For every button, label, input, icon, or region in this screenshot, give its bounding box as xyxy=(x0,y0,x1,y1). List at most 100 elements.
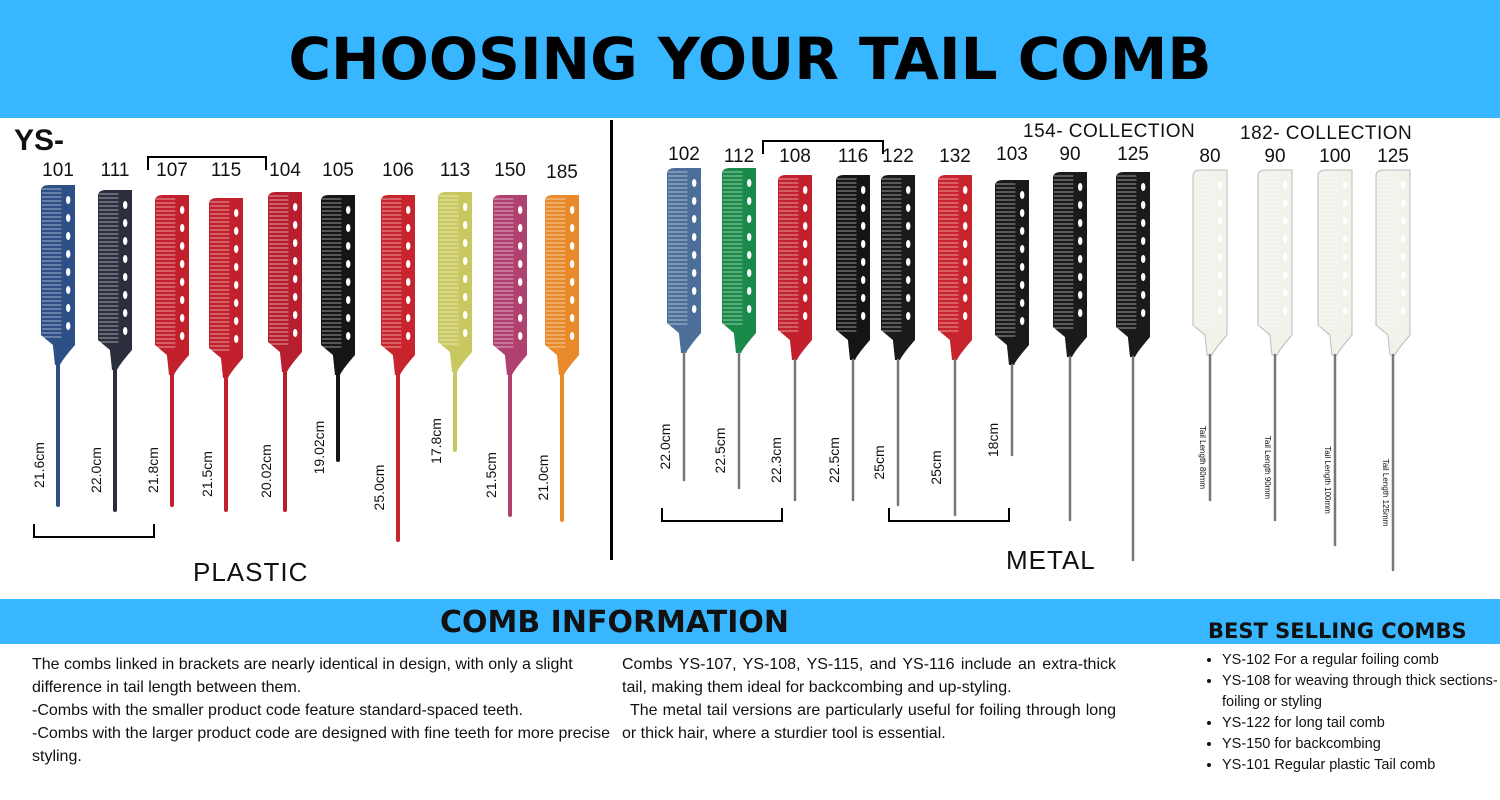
comb-112-icon: 22.5cm xyxy=(712,168,756,490)
comb-length-label: Tail Length 125mm xyxy=(1381,459,1390,527)
comb-code-label: 90 xyxy=(1264,146,1286,167)
comb-code-label: 103 xyxy=(996,144,1028,165)
comb-length-label: Tail Length 80mm xyxy=(1198,426,1207,489)
bracket-108-116 xyxy=(762,140,884,154)
comb-code-label: 150 xyxy=(494,160,526,181)
comb-length-label: 20.02cm xyxy=(258,444,274,498)
comb-132-icon: 25cm xyxy=(928,175,972,517)
comb-code-label: 80 xyxy=(1199,146,1221,167)
comb-length-label: 22.5cm xyxy=(712,428,728,474)
comb-code-label: 115 xyxy=(210,160,242,181)
comb-80-icon: Tail Length 80mm xyxy=(1192,169,1228,502)
info-column-1: The combs linked in brackets are nearly … xyxy=(32,653,612,768)
comb-code-label: 113 xyxy=(439,160,471,181)
info-title: COMB INFORMATION xyxy=(440,605,790,640)
comb-length-label: 19.02cm xyxy=(311,421,327,475)
collection-182-label: 182- COLLECTION xyxy=(1240,123,1413,144)
comb-104-icon: 20.02cm xyxy=(258,192,302,512)
metal-label: METAL xyxy=(1006,545,1096,575)
comb-185-icon: 21.0cm xyxy=(535,195,579,522)
title-banner: CHOOSING YOUR TAIL COMB xyxy=(0,0,1500,118)
comb-102-icon: 22.0cm xyxy=(657,168,701,482)
list-item: YS-108 for weaving through thick section… xyxy=(1222,671,1500,713)
comb-106-icon: 25.0cm xyxy=(371,195,415,542)
comb-code-label: 107 xyxy=(156,160,188,181)
info-text: The combs linked in brackets are nearly … xyxy=(32,656,573,696)
info-bar xyxy=(0,599,1500,644)
comb-code-label: 125 xyxy=(1117,144,1149,165)
comb-113-icon: 17.8cm xyxy=(428,192,472,464)
comb-length-label: 21.5cm xyxy=(483,452,499,498)
comb-head xyxy=(493,195,527,375)
comb-length-label: 21.5cm xyxy=(199,451,215,497)
comb-107-icon: 21.8cm xyxy=(145,195,189,507)
bracket-101-111 xyxy=(33,524,155,538)
comb-length-label: Tail Length 90mm xyxy=(1263,436,1272,499)
comb-125-icon xyxy=(1116,172,1150,562)
comb-code-label: 132 xyxy=(939,146,971,167)
comb-head xyxy=(41,185,75,365)
comb-code-label: 116 xyxy=(837,146,869,167)
comb-103-icon: 18cm xyxy=(985,180,1029,457)
comb-code-label: 111 xyxy=(100,160,130,181)
section-divider xyxy=(610,120,613,560)
list-item: YS-150 for backcombing xyxy=(1222,734,1500,755)
comb-122-icon: 25cm xyxy=(871,175,915,507)
comb-length-label: 25.0cm xyxy=(371,465,387,511)
comb-code-label: 112 xyxy=(723,146,755,167)
best-selling-title: BEST SELLING COMBS xyxy=(1208,619,1467,643)
best-selling-list: YS-102 For a regular foiling comb YS-108… xyxy=(1200,650,1500,776)
comb-code-label: 106 xyxy=(382,160,414,181)
comb-head xyxy=(209,198,243,378)
comb-150-icon: 21.5cm xyxy=(483,195,527,517)
comb-108-icon: 22.3cm xyxy=(768,175,812,502)
comb-115-icon: 21.5cm xyxy=(199,198,243,512)
comb-length-label: 22.0cm xyxy=(88,447,104,493)
comb-head xyxy=(381,195,415,375)
comb-length-label: 22.0cm xyxy=(657,424,673,470)
comb-code-label: 122 xyxy=(882,146,914,167)
info-column-2: Combs YS-107, YS-108, YS-115, and YS-116… xyxy=(622,653,1116,745)
info-text: Combs YS-107, YS-108, YS-115, and YS-116… xyxy=(622,656,1116,696)
comb-code-label: 105 xyxy=(322,160,354,181)
info-text: -Combs with the larger product code are … xyxy=(32,725,611,765)
comb-head xyxy=(268,192,302,372)
comb-111-icon: 22.0cm xyxy=(88,190,132,512)
bracket-122-132 xyxy=(888,508,1010,522)
comb-code-label: 101 xyxy=(42,160,74,181)
collection-154-label: 154- COLLECTION xyxy=(1023,121,1196,142)
comb-125-icon: Tail Length 125mm xyxy=(1375,169,1411,572)
info-text: -Combs with the smaller product code fea… xyxy=(32,702,523,719)
comb-length-label: Tail Length 100mm xyxy=(1323,446,1332,514)
comb-100-icon: Tail Length 100mm xyxy=(1317,169,1353,547)
comb-length-label: 25cm xyxy=(928,450,944,484)
page-title: CHOOSING YOUR TAIL COMB xyxy=(288,25,1212,93)
comb-code-label: 185 xyxy=(546,162,578,183)
plastic-label: PLASTIC xyxy=(193,557,309,587)
comb-head xyxy=(98,190,132,370)
comb-head xyxy=(321,195,355,375)
info-text: The metal tail versions are particularly… xyxy=(622,702,1116,742)
list-item: YS-101 Regular plastic Tail comb xyxy=(1222,755,1500,776)
comb-code-label: 104 xyxy=(269,160,301,181)
comb-105-icon: 19.02cm xyxy=(311,195,355,474)
comb-length-label: 21.6cm xyxy=(31,442,47,488)
comb-length-label: 17.8cm xyxy=(428,418,444,464)
comb-head xyxy=(155,195,189,375)
code-prefix: YS- xyxy=(14,124,65,157)
bracket-102-112 xyxy=(661,508,783,522)
comb-head xyxy=(438,192,472,372)
comb-code-label: 125 xyxy=(1377,146,1409,167)
comb-code-label: 100 xyxy=(1319,146,1351,167)
comb-code-label: 90 xyxy=(1059,144,1081,165)
comb-length-label: 22.5cm xyxy=(826,437,842,483)
list-item: YS-102 For a regular foiling comb xyxy=(1222,650,1500,671)
comb-length-label: 22.3cm xyxy=(768,437,784,483)
comb-length-label: 18cm xyxy=(985,423,1001,457)
comb-101-icon: 21.6cm xyxy=(31,185,75,507)
comb-116-icon: 22.5cm xyxy=(826,175,870,502)
comb-code-label: 108 xyxy=(779,146,811,167)
bracket-107-115 xyxy=(147,156,267,170)
comb-code-label: 102 xyxy=(668,144,700,165)
comb-90-icon xyxy=(1053,172,1087,522)
